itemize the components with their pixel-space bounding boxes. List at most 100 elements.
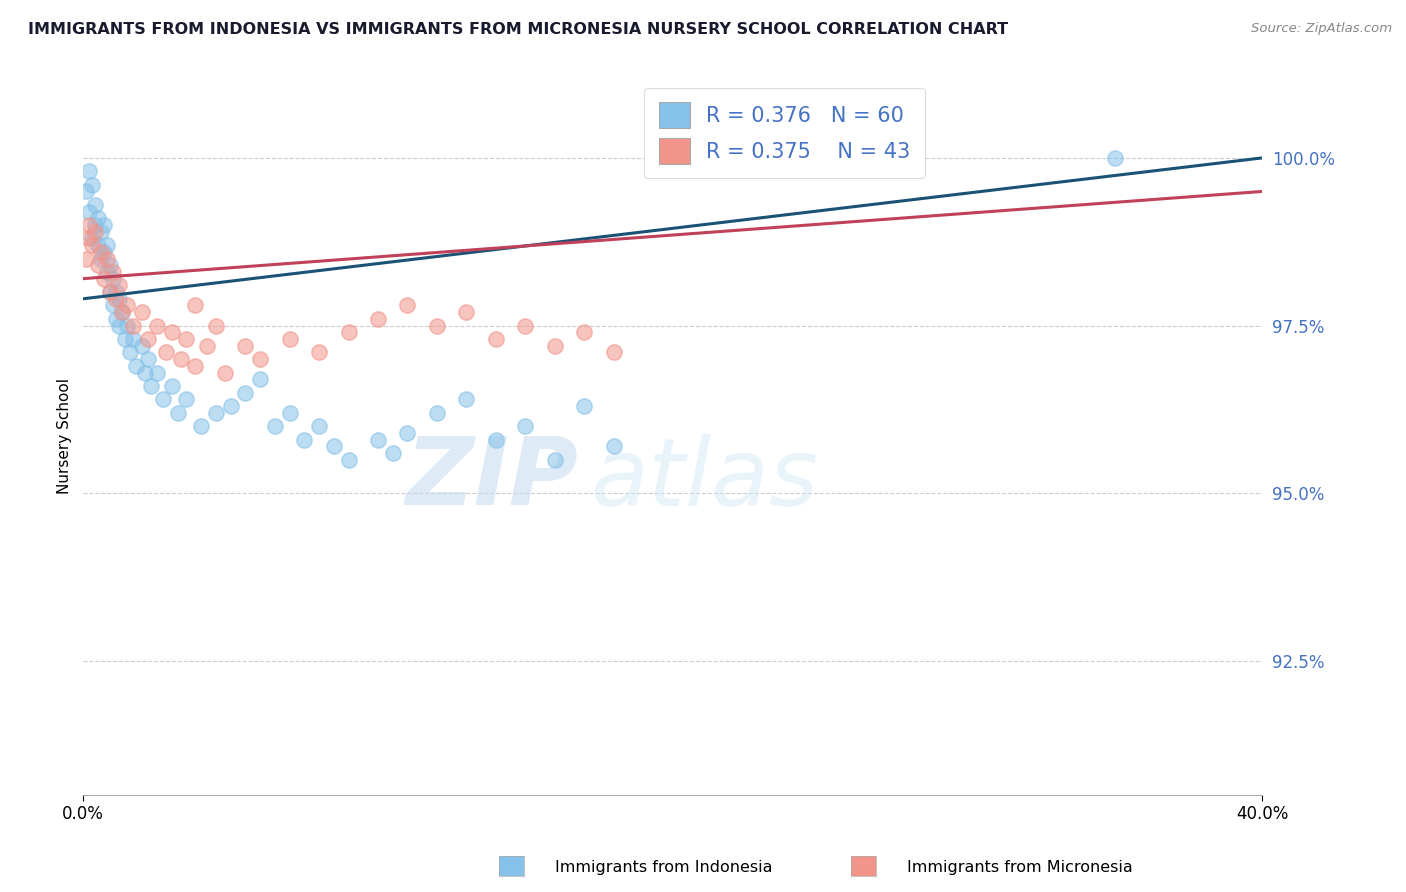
Point <box>107 278 129 293</box>
Text: ZIP: ZIP <box>405 434 578 525</box>
Point <box>110 305 132 319</box>
Point <box>176 332 198 346</box>
Text: Immigrants from Micronesia: Immigrants from Micronesia <box>907 860 1133 874</box>
Point <box>249 372 271 386</box>
Text: Immigrants from Indonesia: Immigrants from Indonesia <box>555 860 773 874</box>
Point <box>426 318 449 333</box>
Point <box>76 231 98 245</box>
Point <box>574 326 596 340</box>
Point <box>122 332 145 346</box>
Point <box>337 452 360 467</box>
Point <box>136 352 159 367</box>
Point <box>98 258 121 272</box>
Point <box>77 204 100 219</box>
Text: IMMIGRANTS FROM INDONESIA VS IMMIGRANTS FROM MICRONESIA NURSERY SCHOOL CORRELATI: IMMIGRANTS FROM INDONESIA VS IMMIGRANTS … <box>28 22 1008 37</box>
Point <box>1104 151 1126 165</box>
Point <box>263 419 285 434</box>
Point <box>93 271 115 285</box>
Point <box>84 225 107 239</box>
Text: Source: ZipAtlas.com: Source: ZipAtlas.com <box>1251 22 1392 36</box>
Point <box>190 419 212 434</box>
Point <box>166 406 188 420</box>
Point <box>87 211 110 226</box>
Legend: R = 0.376   N = 60, R = 0.375    N = 43: R = 0.376 N = 60, R = 0.375 N = 43 <box>644 87 925 178</box>
Point <box>101 298 124 312</box>
Point <box>426 406 449 420</box>
Point <box>278 332 301 346</box>
Point <box>515 419 537 434</box>
Point <box>456 392 478 407</box>
Point <box>98 285 121 299</box>
Point <box>117 298 139 312</box>
Point <box>101 265 124 279</box>
Point <box>381 446 404 460</box>
Point <box>603 439 626 453</box>
Point <box>337 326 360 340</box>
Point <box>87 258 110 272</box>
Point <box>278 406 301 420</box>
Point <box>139 379 162 393</box>
Point <box>84 218 107 232</box>
Point <box>134 366 156 380</box>
Point <box>82 231 104 245</box>
Point <box>322 439 344 453</box>
Point <box>125 359 148 373</box>
Point <box>235 339 257 353</box>
Point <box>75 252 97 266</box>
Point <box>122 318 145 333</box>
Point <box>485 433 508 447</box>
Point <box>544 452 567 467</box>
Point <box>184 298 207 312</box>
Point <box>574 399 596 413</box>
Point <box>104 285 127 299</box>
Point <box>214 366 236 380</box>
Point <box>87 238 110 252</box>
Point <box>184 359 207 373</box>
Point <box>367 433 389 447</box>
Point <box>176 392 198 407</box>
Point <box>104 292 127 306</box>
Point <box>120 345 142 359</box>
Point <box>308 345 330 359</box>
Point <box>603 345 626 359</box>
Point <box>107 292 129 306</box>
Point <box>195 339 218 353</box>
Point <box>544 339 567 353</box>
Point <box>82 238 104 252</box>
Point <box>90 252 112 266</box>
Point <box>77 218 100 232</box>
Point <box>82 178 104 192</box>
Point <box>96 252 118 266</box>
Point <box>235 385 257 400</box>
Point <box>205 318 228 333</box>
Point <box>219 399 242 413</box>
Point <box>249 352 271 367</box>
Text: atlas: atlas <box>591 434 818 524</box>
Point <box>77 164 100 178</box>
Point <box>84 198 107 212</box>
Point <box>160 326 183 340</box>
Point <box>131 305 153 319</box>
Point <box>152 392 174 407</box>
Point <box>456 305 478 319</box>
Point <box>90 244 112 259</box>
Point <box>515 318 537 333</box>
Point <box>720 145 742 159</box>
Point <box>308 419 330 434</box>
Point <box>93 244 115 259</box>
Point <box>90 225 112 239</box>
Point <box>96 238 118 252</box>
Point <box>98 285 121 299</box>
Point <box>146 366 169 380</box>
Y-axis label: Nursery School: Nursery School <box>58 378 72 494</box>
Point <box>107 318 129 333</box>
Point <box>75 185 97 199</box>
Point <box>155 345 177 359</box>
Point <box>160 379 183 393</box>
Point <box>110 305 132 319</box>
Point <box>131 339 153 353</box>
Point <box>136 332 159 346</box>
Point <box>292 433 315 447</box>
Point <box>146 318 169 333</box>
Point <box>396 425 419 440</box>
